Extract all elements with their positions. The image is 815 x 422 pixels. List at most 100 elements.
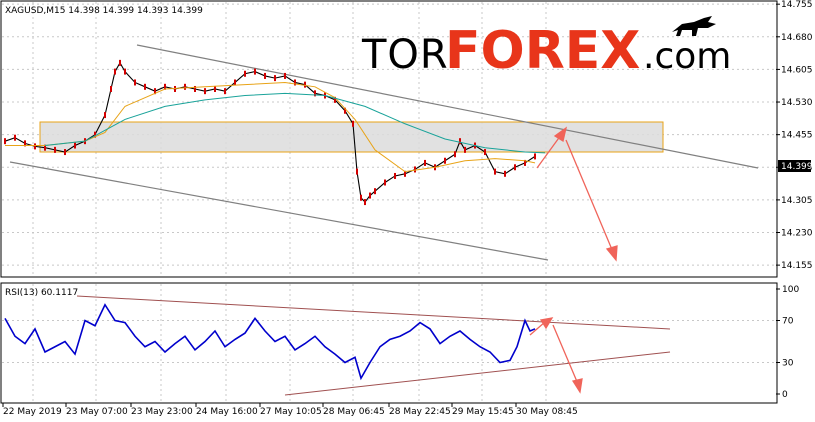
price-candle [374,188,376,195]
price-candle [34,143,36,150]
bull-icon [672,16,716,36]
time-tick-label: 30 May 08:45 [516,407,578,417]
price-candle [124,68,126,75]
price-candle [184,83,186,90]
time-tick-label: 28 May 22:45 [389,407,451,417]
price-candle [524,159,526,166]
price-candle [254,68,256,75]
price-candle [144,83,146,90]
current-price-badge [778,160,811,172]
price-candle [24,140,26,147]
price-candle [94,131,96,138]
time-tick-label: 28 May 06:45 [323,407,385,417]
price-candle [294,79,296,86]
rsi-resistance-line [76,295,671,330]
price-candle [454,151,456,158]
price-tick-label: 14.680 [781,33,813,43]
time-x-axis: 22 May 2019 23 May 07:00 23 May 23:00 24 Ma… [2,403,578,417]
price-candle [314,90,316,97]
price-candle [304,81,306,88]
price-candle [504,170,506,177]
forecast-arrows [536,126,618,262]
time-tick-label: 29 May 15:45 [452,407,514,417]
rsi-line [4,303,536,381]
price-candle [4,138,6,145]
price-line [4,61,536,203]
current-price-label: 14.399 [781,162,813,172]
chart-title: XAGUSD,M15 14.398 14.399 14.393 14.399 [5,6,203,16]
price-candle [174,85,176,92]
price-tick-label: 14.605 [781,65,813,75]
price-candle [44,144,46,151]
price-candle [514,164,516,171]
price-tick-label: 14.230 [781,229,813,239]
watermark-logo: TOR FOREX .com [361,16,731,81]
watermark-tor: TOR [361,32,449,78]
price-tick-label: 14.530 [781,98,813,108]
rsi-tick-label: 70 [782,317,794,327]
price-y-axis: 14.75514.68014.60514.53014.45514.38014.3… [776,0,813,271]
price-candle [164,83,166,90]
price-candle [264,72,266,79]
price-candle [364,199,366,206]
channel-upper-line [136,44,759,169]
price-candle [284,72,286,79]
price-candle [534,153,536,160]
price-candle [464,146,466,153]
price-candle [404,170,406,177]
price-candle [54,146,56,153]
price-candle [64,149,66,156]
rsi-panel-frame [0,282,778,404]
rsi-title: RSI(13) 60.1117 [5,288,78,298]
price-series-group [4,59,546,206]
channel-lower-line [9,161,549,261]
price-tick-label: 14.755 [781,0,813,10]
watermark-com: .com [643,36,731,77]
price-candle [114,68,116,75]
time-tick-label: 23 May 07:00 [66,407,128,417]
price-candle [104,112,106,119]
price-candle [234,79,236,86]
price-candle [414,166,416,173]
price-candle [384,179,386,186]
time-tick-label: 22 May 2019 [3,407,62,417]
time-tick-label: 23 May 23:00 [131,407,193,417]
price-tick-label: 14.155 [781,261,813,271]
price-candle [444,157,446,164]
price-candle [334,96,336,103]
price-candle [224,88,226,95]
rsi-y-axis: 100 70 30 0 [776,285,799,400]
rsi-support-line [284,351,671,396]
price-tick-label: 14.455 [781,131,813,141]
price-candle [494,168,496,175]
moving-average-slow [44,92,546,154]
rsi-grid [2,284,776,402]
time-tick-label: 27 May 10:05 [260,407,322,417]
price-candle [394,172,396,179]
rsi-forecast-arrows [529,317,583,394]
price-candle [214,85,216,92]
rsi-tick-label: 100 [782,285,799,295]
time-tick-label: 24 May 16:00 [196,407,258,417]
watermark-forex: FOREX [445,21,640,81]
price-candle [74,142,76,149]
price-candle [110,85,112,92]
price-candle [360,194,362,201]
rsi-tick-label: 30 [782,359,794,369]
price-candle [424,159,426,166]
price-candle [274,75,276,82]
price-candle [204,88,206,95]
rsi-series-group [4,303,536,381]
price-candle [194,85,196,92]
price-candle [134,79,136,86]
price-candle [356,168,358,175]
price-candle [459,138,461,145]
rsi-tick-label: 0 [782,390,788,400]
moving-average-fast [5,81,536,173]
price-candle [369,192,371,199]
price-candle [119,59,121,66]
price-candle [344,107,346,114]
price-candle [352,120,354,127]
price-candle [484,149,486,156]
